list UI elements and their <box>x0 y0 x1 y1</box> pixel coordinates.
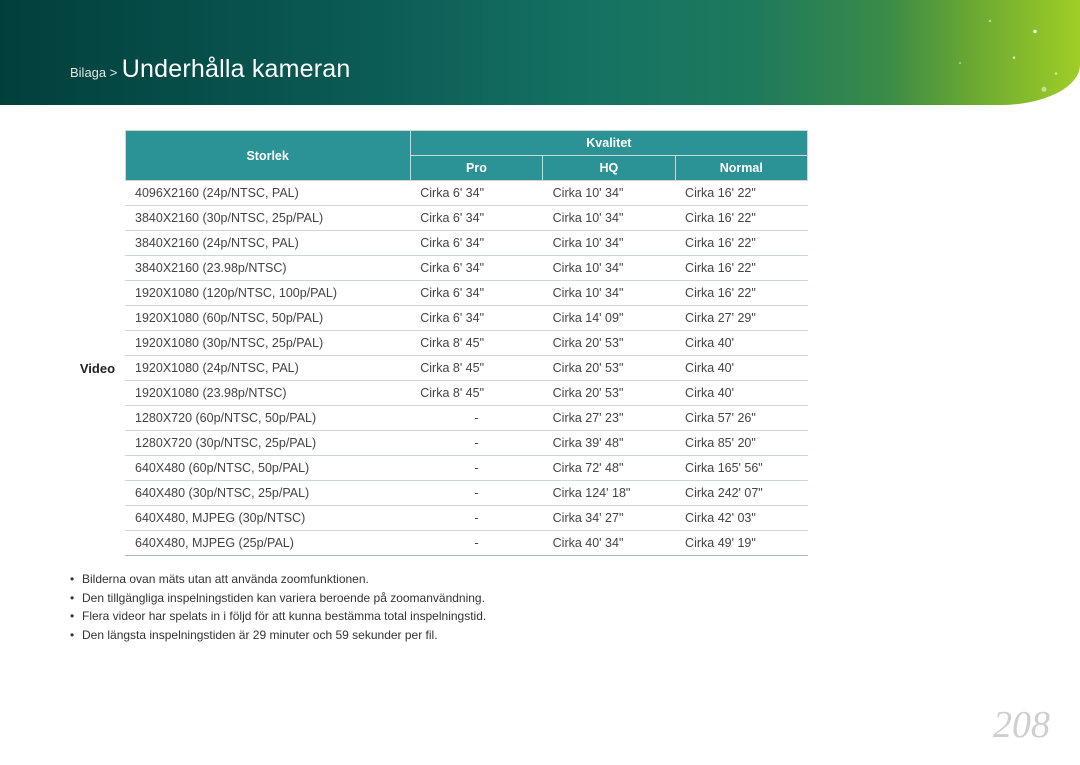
cell-storlek: 1920X1080 (23.98p/NTSC) <box>125 381 410 406</box>
cell-normal: Cirka 242' 07" <box>675 481 807 506</box>
cell-hq: Cirka 20' 53" <box>543 381 675 406</box>
cell-normal: Cirka 40' <box>675 331 807 356</box>
cell-storlek: 640X480, MJPEG (30p/NTSC) <box>125 506 410 531</box>
cell-pro: - <box>410 406 542 431</box>
cell-storlek: 3840X2160 (23.98p/NTSC) <box>125 256 410 281</box>
col-header-kvalitet: Kvalitet <box>410 131 807 156</box>
col-header-storlek: Storlek <box>125 131 410 181</box>
cell-storlek: 3840X2160 (24p/NTSC, PAL) <box>125 231 410 256</box>
cell-storlek: 3840X2160 (30p/NTSC, 25p/PAL) <box>125 206 410 231</box>
cell-normal: Cirka 85' 20" <box>675 431 807 456</box>
cell-normal: Cirka 49' 19" <box>675 531 807 556</box>
cell-normal: Cirka 16' 22" <box>675 256 807 281</box>
cell-normal: Cirka 40' <box>675 356 807 381</box>
table-row: 1280X720 (30p/NTSC, 25p/PAL)-Cirka 39' 4… <box>68 431 808 456</box>
table-row: 640X480 (60p/NTSC, 50p/PAL)-Cirka 72' 48… <box>68 456 808 481</box>
cell-hq: Cirka 10' 34" <box>543 231 675 256</box>
table-row: 3840X2160 (30p/NTSC, 25p/PAL)Cirka 6' 34… <box>68 206 808 231</box>
table-row: 1920X1080 (23.98p/NTSC)Cirka 8' 45"Cirka… <box>68 381 808 406</box>
cell-hq: Cirka 27' 23" <box>543 406 675 431</box>
cell-storlek: 1920X1080 (60p/NTSC, 50p/PAL) <box>125 306 410 331</box>
col-header-normal: Normal <box>675 156 807 181</box>
cell-storlek: 1920X1080 (30p/NTSC, 25p/PAL) <box>125 331 410 356</box>
cell-hq: Cirka 20' 53" <box>543 356 675 381</box>
cell-pro: Cirka 8' 45" <box>410 356 542 381</box>
table-row: 1920X1080 (30p/NTSC, 25p/PAL)Cirka 8' 45… <box>68 331 808 356</box>
cell-storlek: 640X480 (60p/NTSC, 50p/PAL) <box>125 456 410 481</box>
cell-hq: Cirka 40' 34" <box>543 531 675 556</box>
cell-hq: Cirka 20' 53" <box>543 331 675 356</box>
table-row: 3840X2160 (24p/NTSC, PAL)Cirka 6' 34"Cir… <box>68 231 808 256</box>
cell-storlek: 4096X2160 (24p/NTSC, PAL) <box>125 181 410 206</box>
col-header-hq: HQ <box>543 156 675 181</box>
cell-normal: Cirka 165' 56" <box>675 456 807 481</box>
cell-pro: Cirka 6' 34" <box>410 306 542 331</box>
cell-normal: Cirka 57' 26" <box>675 406 807 431</box>
cell-hq: Cirka 14' 09" <box>543 306 675 331</box>
cell-hq: Cirka 34' 27" <box>543 506 675 531</box>
cell-hq: Cirka 10' 34" <box>543 206 675 231</box>
cell-normal: Cirka 16' 22" <box>675 281 807 306</box>
cell-pro: - <box>410 456 542 481</box>
note-item: Den längsta inspelningstiden är 29 minut… <box>68 626 808 645</box>
cell-pro: Cirka 6' 34" <box>410 231 542 256</box>
content-area: Storlek Kvalitet Pro HQ Normal Video4096… <box>68 130 808 644</box>
cell-normal: Cirka 40' <box>675 381 807 406</box>
cell-storlek: 640X480 (30p/NTSC, 25p/PAL) <box>125 481 410 506</box>
page-number: 208 <box>993 703 1050 747</box>
note-item: Bilderna ovan mäts utan att använda zoom… <box>68 570 808 589</box>
cell-storlek: 1280X720 (60p/NTSC, 50p/PAL) <box>125 406 410 431</box>
page-header: Bilaga > Underhålla kameran <box>70 55 351 84</box>
table-row: 1280X720 (60p/NTSC, 50p/PAL)-Cirka 27' 2… <box>68 406 808 431</box>
cell-pro: Cirka 8' 45" <box>410 381 542 406</box>
note-item: Den tillgängliga inspelningstiden kan va… <box>68 589 808 608</box>
cell-storlek: 1280X720 (30p/NTSC, 25p/PAL) <box>125 431 410 456</box>
breadcrumb: Bilaga > <box>70 65 117 80</box>
cell-normal: Cirka 42' 03" <box>675 506 807 531</box>
cell-pro: - <box>410 431 542 456</box>
table-row: 640X480 (30p/NTSC, 25p/PAL)-Cirka 124' 1… <box>68 481 808 506</box>
cell-pro: Cirka 6' 34" <box>410 206 542 231</box>
cell-hq: Cirka 39' 48" <box>543 431 675 456</box>
cell-pro: - <box>410 481 542 506</box>
cell-normal: Cirka 16' 22" <box>675 206 807 231</box>
cell-normal: Cirka 16' 22" <box>675 181 807 206</box>
col-header-pro: Pro <box>410 156 542 181</box>
cell-pro: - <box>410 506 542 531</box>
cell-pro: Cirka 6' 34" <box>410 256 542 281</box>
cell-pro: Cirka 6' 34" <box>410 181 542 206</box>
table-row: 640X480, MJPEG (30p/NTSC)-Cirka 34' 27"C… <box>68 506 808 531</box>
table-row: 3840X2160 (23.98p/NTSC)Cirka 6' 34"Cirka… <box>68 256 808 281</box>
cell-normal: Cirka 16' 22" <box>675 231 807 256</box>
table-row: 1920X1080 (60p/NTSC, 50p/PAL)Cirka 6' 34… <box>68 306 808 331</box>
cell-pro: - <box>410 531 542 556</box>
recording-time-table: Storlek Kvalitet Pro HQ Normal Video4096… <box>68 130 808 556</box>
cell-storlek: 1920X1080 (24p/NTSC, PAL) <box>125 356 410 381</box>
table-row: 1920X1080 (120p/NTSC, 100p/PAL)Cirka 6' … <box>68 281 808 306</box>
cell-normal: Cirka 27' 29" <box>675 306 807 331</box>
cell-hq: Cirka 72' 48" <box>543 456 675 481</box>
table-row: 1920X1080 (24p/NTSC, PAL)Cirka 8' 45"Cir… <box>68 356 808 381</box>
cell-hq: Cirka 10' 34" <box>543 181 675 206</box>
table-row: 640X480, MJPEG (25p/PAL)-Cirka 40' 34"Ci… <box>68 531 808 556</box>
row-group-label: Video <box>68 181 125 556</box>
page-title: Underhålla kameran <box>122 55 351 83</box>
notes-list: Bilderna ovan mäts utan att använda zoom… <box>68 570 808 644</box>
cell-storlek: 1920X1080 (120p/NTSC, 100p/PAL) <box>125 281 410 306</box>
header-band: Bilaga > Underhålla kameran <box>0 0 1080 105</box>
cell-storlek: 640X480, MJPEG (25p/PAL) <box>125 531 410 556</box>
table-row: Video4096X2160 (24p/NTSC, PAL)Cirka 6' 3… <box>68 181 808 206</box>
note-item: Flera videor har spelats in i följd för … <box>68 607 808 626</box>
cell-hq: Cirka 10' 34" <box>543 281 675 306</box>
cell-pro: Cirka 6' 34" <box>410 281 542 306</box>
cell-hq: Cirka 124' 18" <box>543 481 675 506</box>
cell-hq: Cirka 10' 34" <box>543 256 675 281</box>
cell-pro: Cirka 8' 45" <box>410 331 542 356</box>
